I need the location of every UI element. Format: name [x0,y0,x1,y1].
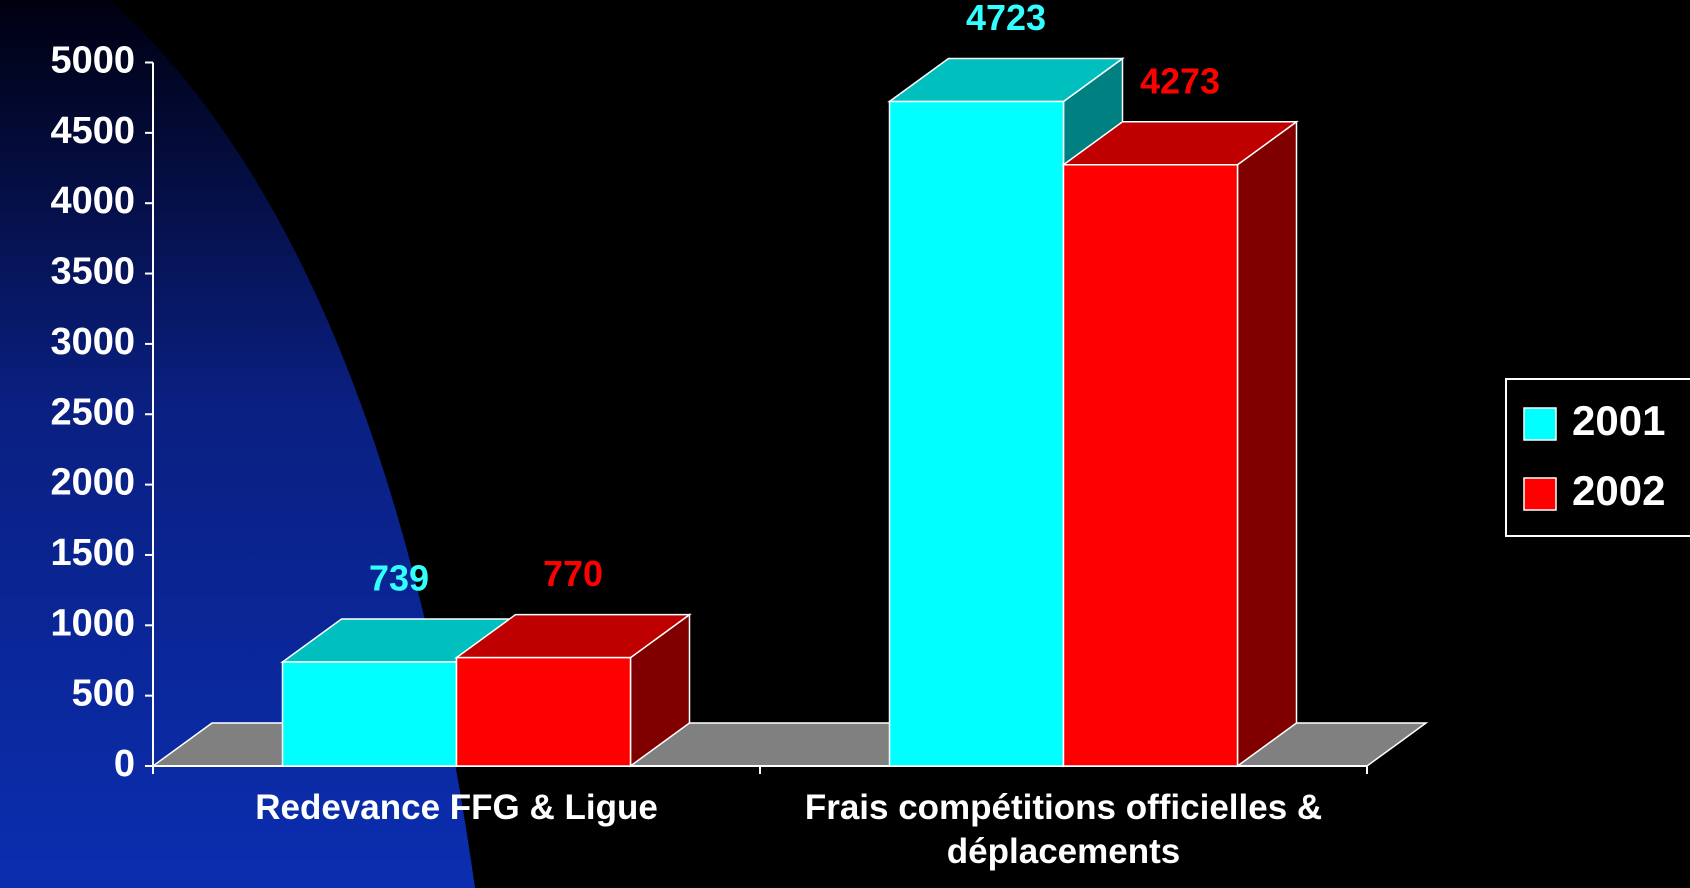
legend-label: 2001 [1572,397,1665,444]
y-tick-label: 3500 [50,251,135,293]
bar-front [1062,164,1239,767]
x-tick-label: Frais compétitions officielles & déplace… [804,788,1323,871]
value-label: 770 [543,553,603,594]
value-label: 4273 [1140,60,1220,101]
bar-side [1236,120,1298,768]
bar-front [281,661,458,767]
bar-front [455,656,632,767]
y-tick-label: 2500 [50,391,135,433]
value-label: 739 [369,558,429,599]
bar [454,613,692,768]
x-tick-label: Redevance FFG & Ligue [255,788,658,827]
y-tick-label: 2000 [50,462,135,504]
legend-label: 2002 [1572,467,1665,514]
value-label: 4723 [966,0,1046,38]
legend-swatch [1523,477,1557,511]
bar-front [888,100,1065,767]
y-tick-label: 0 [114,743,135,785]
y-tick-label: 1500 [50,532,135,574]
y-tick-label: 500 [72,673,135,715]
y-tick-label: 4500 [50,110,135,152]
bar [1061,120,1299,768]
y-tick-label: 1000 [50,602,135,644]
y-tick-label: 5000 [50,40,135,82]
y-tick-label: 3000 [50,321,135,363]
y-tick-label: 4000 [50,180,135,222]
legend-swatch [1523,407,1557,441]
